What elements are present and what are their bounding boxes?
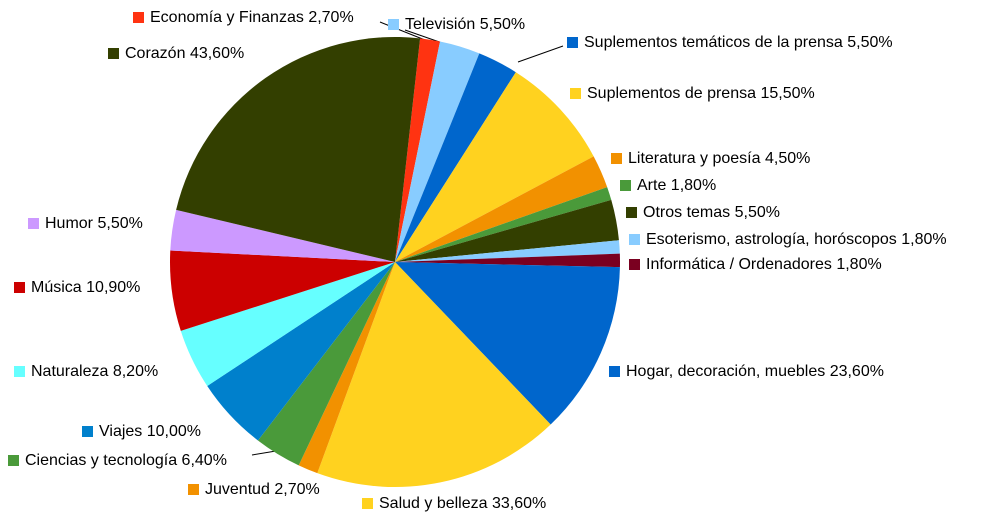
pie-slice xyxy=(170,250,395,331)
legend-swatch xyxy=(611,153,622,164)
value-label: 23,60% xyxy=(830,363,884,380)
slice-label: Humor 5,50% xyxy=(45,215,143,232)
value-label: 2,70% xyxy=(274,481,319,498)
slice-label: Juventud 2,70% xyxy=(205,481,320,498)
pie-slice xyxy=(395,187,612,262)
slice-label: Viajes 10,00% xyxy=(99,423,201,440)
pie-slice xyxy=(395,199,619,262)
pie-slice xyxy=(176,37,421,263)
slice-label: Corazón 43,60% xyxy=(125,45,244,62)
legend-swatch xyxy=(388,19,399,30)
pie-slice xyxy=(395,72,594,262)
slice-name: Juventud xyxy=(205,481,270,498)
pie-slice xyxy=(298,262,395,474)
value-label: 5,50% xyxy=(97,215,142,232)
pie-slice xyxy=(395,156,608,262)
leader-line xyxy=(379,21,426,41)
value-label: 5,50% xyxy=(847,34,892,51)
pie-slice xyxy=(207,262,395,441)
legend-swatch xyxy=(626,207,637,218)
slice-label: Economía y Finanzas 2,70% xyxy=(150,9,354,26)
legend-swatch xyxy=(28,218,39,229)
slice-label: Ciencias y tecnología 6,40% xyxy=(25,452,227,469)
legend-swatch xyxy=(14,282,25,293)
value-label: 43,60% xyxy=(190,45,244,62)
legend-swatch xyxy=(629,259,640,270)
slice-name: Naturaleza xyxy=(31,363,108,380)
slice-name: Informática / Ordenadores xyxy=(646,256,832,273)
pie-slice xyxy=(180,262,395,386)
pie-slice xyxy=(317,262,551,487)
pie-slice xyxy=(395,262,620,425)
value-label: 33,60% xyxy=(492,495,546,512)
slice-name: Humor xyxy=(45,215,94,232)
value-label: 4,50% xyxy=(765,150,810,167)
legend-swatch xyxy=(14,366,25,377)
slice-name: Música xyxy=(31,279,82,296)
legend-swatch xyxy=(609,366,620,377)
value-label: 6,40% xyxy=(182,452,227,469)
legend-swatch xyxy=(133,12,144,23)
value-label: 5,50% xyxy=(735,204,780,221)
value-label: 1,80% xyxy=(901,231,946,248)
legend-swatch xyxy=(362,498,373,509)
slice-label: Naturaleza 8,20% xyxy=(31,363,158,380)
slice-label: Televisión 5,50% xyxy=(405,16,525,33)
pie-slice xyxy=(395,53,516,262)
slice-label: Arte 1,80% xyxy=(637,177,716,194)
slice-name: Literatura y poesía xyxy=(628,150,761,167)
value-label: 8,20% xyxy=(113,363,158,380)
value-label: 5,50% xyxy=(480,16,525,33)
legend-swatch xyxy=(8,455,19,466)
slice-label: Literatura y poesía 4,50% xyxy=(628,150,810,167)
value-label: 1,80% xyxy=(671,177,716,194)
legend-swatch xyxy=(108,48,119,59)
slice-label: Esoterismo, astrología, horóscopos 1,80% xyxy=(646,231,947,248)
slice-name: Viajes xyxy=(99,423,142,440)
slice-label: Salud y belleza 33,60% xyxy=(379,495,546,512)
value-label: 10,90% xyxy=(86,279,140,296)
legend-swatch xyxy=(567,37,578,48)
slice-name: Ciencias y tecnología xyxy=(25,452,177,469)
slice-name: Esoterismo, astrología, horóscopos xyxy=(646,231,897,248)
pie-slice xyxy=(395,240,620,262)
slice-name: Televisión xyxy=(405,16,475,33)
pie-slice xyxy=(170,209,395,262)
legend-swatch xyxy=(570,88,581,99)
legend-swatch xyxy=(629,234,640,245)
slice-name: Corazón xyxy=(125,45,185,62)
legend-swatch xyxy=(620,180,631,191)
slice-label: Informática / Ordenadores 1,80% xyxy=(646,256,882,273)
slice-label: Suplementos temáticos de la prensa 5,50% xyxy=(584,34,893,51)
leader-line xyxy=(517,45,564,63)
slice-label: Suplementos de prensa 15,50% xyxy=(587,85,815,102)
slice-name: Economía y Finanzas xyxy=(150,9,304,26)
slice-name: Arte xyxy=(637,177,666,194)
pie-slice xyxy=(257,262,395,466)
slice-name: Otros temas xyxy=(643,204,730,221)
legend-swatch xyxy=(188,484,199,495)
value-label: 2,70% xyxy=(308,9,353,26)
value-label: 10,00% xyxy=(147,423,201,440)
slice-label: Otros temas 5,50% xyxy=(643,204,780,221)
pie-slice xyxy=(395,41,480,263)
pie-slice xyxy=(395,38,441,262)
slice-name: Suplementos de prensa xyxy=(587,85,756,102)
slice-name: Suplementos temáticos de la prensa xyxy=(584,34,843,51)
slice-name: Salud y belleza xyxy=(379,495,488,512)
legend-swatch xyxy=(82,426,93,437)
value-label: 1,80% xyxy=(836,256,881,273)
slice-name: Hogar, decoración, muebles xyxy=(626,363,825,380)
slice-label: Música 10,90% xyxy=(31,279,140,296)
value-label: 15,50% xyxy=(760,85,814,102)
pie-slice xyxy=(395,253,620,268)
slice-label: Hogar, decoración, muebles 23,60% xyxy=(626,363,884,380)
